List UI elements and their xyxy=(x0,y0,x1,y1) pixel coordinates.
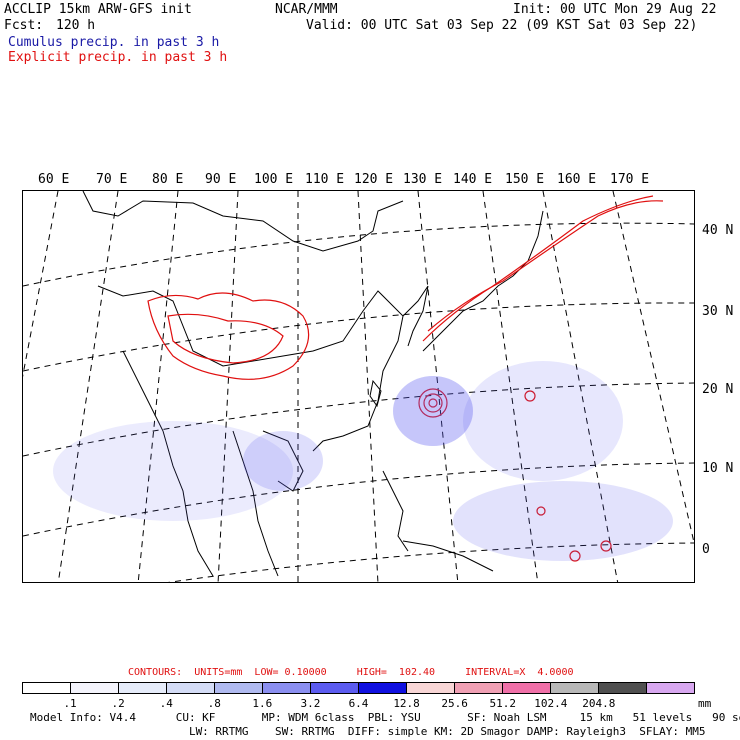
korea-coast xyxy=(402,285,429,347)
typhoon-contour-outer xyxy=(418,388,448,418)
lon-label-110e: 110 E xyxy=(305,172,345,187)
philippines-coast xyxy=(382,470,409,552)
storm-contour-b xyxy=(569,550,581,562)
colorbar-tick-label: 12.8 xyxy=(393,697,420,710)
contours-info: CONTOURS: UNITS=mm LOW= 0.10000 HIGH= 10… xyxy=(128,667,574,678)
colorbar-tick-label: 51.2 xyxy=(489,697,516,710)
cumulus-label: Cumulus precip. in past 3 h xyxy=(8,35,220,50)
meridian-120e xyxy=(357,191,379,582)
storm-contour-a xyxy=(524,390,536,402)
colorbar-segment xyxy=(551,683,599,693)
center-label: NCAR/MMM xyxy=(275,2,338,17)
colorbar-tick-label: .8 xyxy=(207,697,221,710)
valid-time: Valid: 00 UTC Sat 03 Sep 22 (09 KST Sat … xyxy=(306,18,698,33)
lon-label-170e: 170 E xyxy=(610,172,650,187)
map-frame xyxy=(22,190,695,583)
cumulus-precip-shading xyxy=(53,361,673,561)
lat-label-0: 0 xyxy=(702,542,710,557)
colorbar-segment xyxy=(647,683,694,693)
lon-label-90e: 90 E xyxy=(205,172,237,187)
model-title: ACCLIP 15km ARW-GFS init xyxy=(4,2,192,17)
lat-label-20n: 20 N xyxy=(702,382,734,397)
india-coast xyxy=(122,350,214,577)
lat-label-10n: 10 N xyxy=(702,461,734,476)
colorbar-tick-label: 1.6 xyxy=(252,697,273,710)
explicit-label: Explicit precip. in past 3 h xyxy=(8,50,228,65)
fcst-label: Fcst: xyxy=(4,18,44,33)
lon-label-70e: 70 E xyxy=(96,172,128,187)
parallel-40n xyxy=(23,222,694,287)
fcst-value: 120 h xyxy=(56,18,96,33)
model-info-line-2: LW: RRTMG SW: RRTMG DIFF: simple KM: 2D … xyxy=(30,725,706,738)
lon-label-60e: 60 E xyxy=(38,172,70,187)
typhoon-contour-inner xyxy=(428,398,438,408)
colorbar-segment xyxy=(119,683,167,693)
colorbar-tick-label: .1 xyxy=(63,697,77,710)
northern-border xyxy=(82,191,404,252)
japan-front-contour xyxy=(422,195,654,342)
precip-map xyxy=(23,191,694,582)
indochina-coast xyxy=(262,430,304,492)
storm-contour-c xyxy=(600,540,612,552)
meridian-90e xyxy=(137,191,179,582)
colorbar-segment xyxy=(407,683,455,693)
colorbar-segment xyxy=(263,683,311,693)
lon-label-150e: 150 E xyxy=(505,172,545,187)
typhoon-cumulus xyxy=(393,376,473,446)
tibet-contour-inner xyxy=(167,313,284,364)
meridian-140e xyxy=(482,191,539,582)
meridian-70e xyxy=(23,191,59,378)
lat-label-30n: 30 N xyxy=(702,304,734,319)
colorbar-segment xyxy=(215,683,263,693)
meridian-150e xyxy=(542,191,619,582)
colorbar-segment xyxy=(71,683,119,693)
indian-cumulus xyxy=(53,421,293,521)
colorbar-tick-label: .2 xyxy=(111,697,125,710)
model-info-line-1: Model Info: V4.4 CU: KF MP: WDM 6class P… xyxy=(30,711,740,724)
parallel-30n xyxy=(23,302,694,372)
taiwan-coast xyxy=(369,379,382,408)
colorbar-tick-label: 25.6 xyxy=(441,697,468,710)
colorbar-units: mm xyxy=(698,697,712,710)
explicit-precip-contours xyxy=(147,195,664,562)
lat-label-40n: 40 N xyxy=(702,223,734,238)
colorbar-tick-label: .4 xyxy=(159,697,173,710)
longitude-gridlines xyxy=(23,191,694,582)
lon-label-160e: 160 E xyxy=(557,172,597,187)
malay-coast xyxy=(232,430,279,577)
itcz-cumulus xyxy=(453,481,673,561)
init-time: Init: 00 UTC Mon 29 Aug 22 xyxy=(513,2,717,17)
colorbar-segment xyxy=(23,683,71,693)
lon-label-130e: 130 E xyxy=(403,172,443,187)
japan-front-contour-2 xyxy=(427,200,664,332)
indochina-cumulus xyxy=(243,431,323,491)
colorbar-tick-label: 6.4 xyxy=(348,697,369,710)
meridian-80e xyxy=(57,191,119,582)
japan-coast xyxy=(422,210,544,352)
tibet-contour xyxy=(147,292,310,380)
colorbar-segment xyxy=(311,683,359,693)
colorbar-segment xyxy=(455,683,503,693)
pacific-cumulus xyxy=(463,361,623,481)
coastlines xyxy=(82,191,544,577)
borneo-coast xyxy=(402,540,494,572)
colorbar-segment xyxy=(599,683,647,693)
colorbar xyxy=(22,682,695,694)
colorbar-segment xyxy=(503,683,551,693)
colorbar-tick-label: 102.4 xyxy=(534,697,568,710)
colorbar-segment xyxy=(167,683,215,693)
lon-label-100e: 100 E xyxy=(254,172,294,187)
colorbar-segment xyxy=(359,683,407,693)
china-coast xyxy=(97,285,404,452)
lon-label-80e: 80 E xyxy=(152,172,184,187)
meridian-100e xyxy=(217,191,239,582)
lon-label-140e: 140 E xyxy=(453,172,493,187)
colorbar-tick-label: 204.8 xyxy=(582,697,616,710)
storm-contour-d xyxy=(536,506,546,516)
typhoon-contour-mid xyxy=(423,393,443,413)
colorbar-tick-label: 3.2 xyxy=(300,697,321,710)
lon-label-120e: 120 E xyxy=(354,172,394,187)
